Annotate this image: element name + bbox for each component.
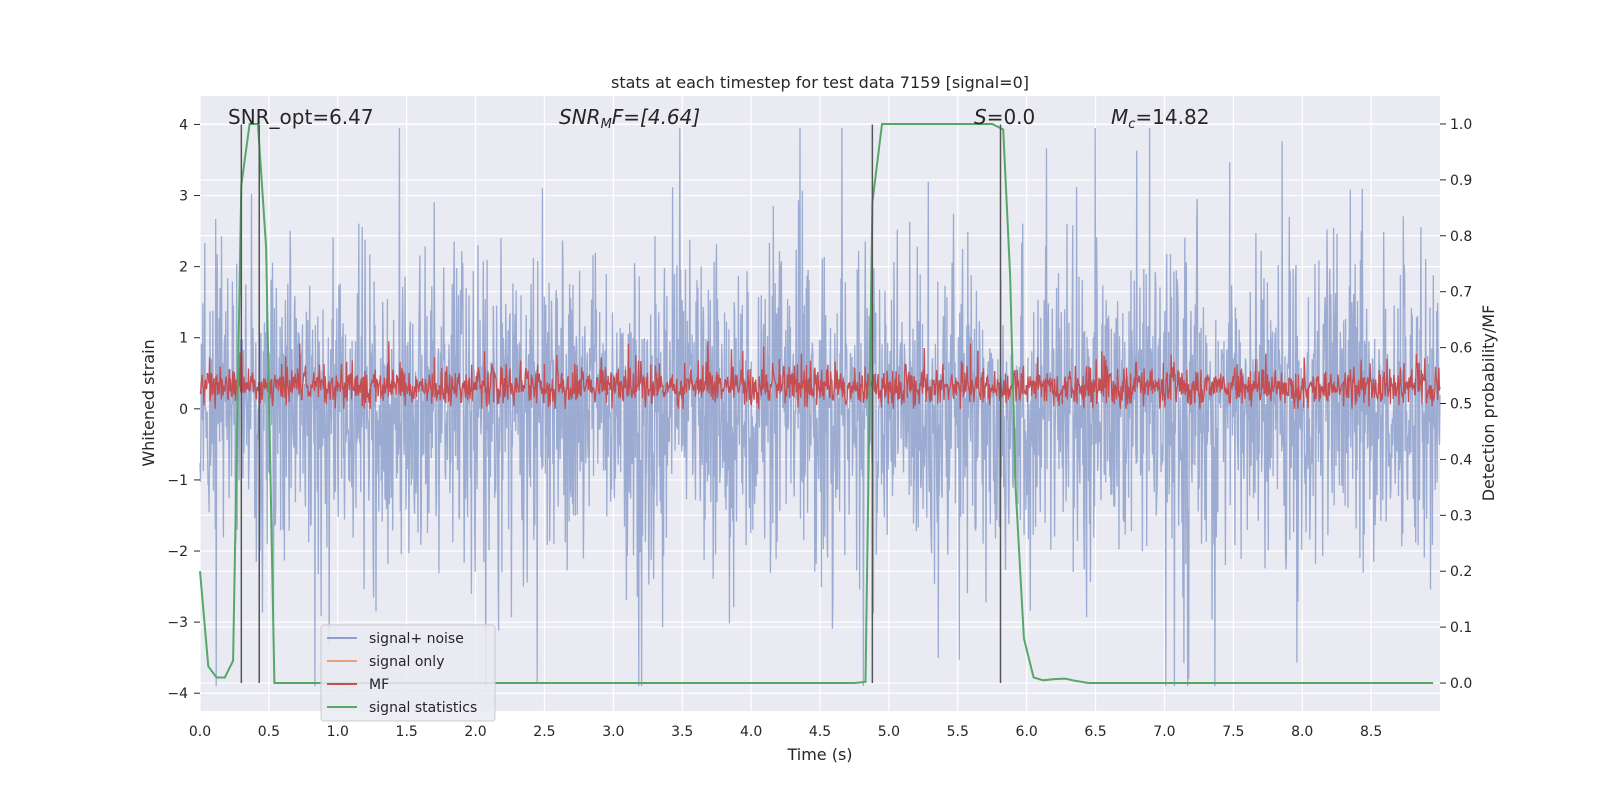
vertical-markers: [240, 124, 1002, 684]
annotation-snr-opt: SNR_opt=6.47: [228, 105, 374, 129]
x-tick-label: 2.5: [533, 724, 555, 740]
annotation-mc: Mc=14.82: [1111, 105, 1209, 132]
annotation-snr-mf-base: SNR: [559, 105, 601, 129]
x-tick-label: 7.5: [1222, 724, 1244, 740]
y-right-tick-label: 0.1: [1450, 620, 1472, 636]
legend: signal+ noise signal only MF signal stat…: [320, 624, 496, 722]
series-layer: [199, 123, 1441, 687]
x-tick-label: 5.0: [878, 724, 900, 740]
x-tick-label: 5.5: [947, 724, 969, 740]
series-mf-line: [199, 341, 1441, 409]
x-tick-label: 4.0: [740, 724, 762, 740]
annotation-mc-sub: c: [1128, 117, 1135, 132]
y-left-tick-label: −1: [167, 473, 188, 489]
y-left-tick-label: −3: [167, 615, 188, 631]
annotation-snr-mf: SNRMF=[4.64]: [559, 105, 700, 132]
x-tick-label: 8.0: [1291, 724, 1313, 740]
y-axis-label-right: Detection probability/MF: [1479, 305, 1498, 502]
y-axis-label-left: Whitened strain: [139, 339, 158, 466]
y-right-tick-label: 0.7: [1450, 285, 1472, 301]
x-tick-label: 2.0: [464, 724, 486, 740]
y-right-tick-label: 0.6: [1450, 341, 1472, 357]
annotation-mc-rest: =14.82: [1135, 105, 1209, 129]
x-tick-label: 1.5: [396, 724, 418, 740]
legend-box: [320, 624, 496, 722]
chart-title: stats at each timestep for test data 715…: [611, 73, 1029, 92]
y-left-tick-label: 1: [179, 331, 188, 347]
y-right-tick-label: 0.8: [1450, 229, 1472, 245]
x-tick-label: 8.5: [1360, 724, 1382, 740]
tick-labels: 0.0 0.5 1.0 1.5 2.0 2.5 3.0 3.5 4.0 4.5 5.0 5.5 6.0 6…: [167, 117, 1472, 740]
annotation-mc-main: M: [1111, 105, 1128, 129]
y-left-tick-label: 0: [179, 402, 188, 418]
annotation-snr-mf-rest: F=[4.64]: [612, 105, 700, 129]
y-right-tick-label: 0.5: [1450, 397, 1472, 413]
x-tick-label: 0.5: [258, 724, 280, 740]
y-right-tick-label: 0.2: [1450, 564, 1472, 580]
x-tick-label: 6.5: [1084, 724, 1106, 740]
legend-label-signal-statistics: signal statistics: [369, 700, 477, 716]
annotation-snr-mf-sub: M: [601, 117, 612, 132]
x-tick-label: 3.0: [602, 724, 624, 740]
y-right-tick-label: 0.4: [1450, 452, 1472, 468]
series-signal-statistics-line: [199, 123, 1434, 684]
x-tick-label: 1.0: [327, 724, 349, 740]
x-tick-label: 7.0: [1153, 724, 1175, 740]
x-tick-label: 6.0: [1016, 724, 1038, 740]
y-right-tick-label: 0.9: [1450, 173, 1472, 189]
legend-label-signal-noise: signal+ noise: [369, 631, 464, 647]
legend-label-mf: MF: [369, 677, 389, 693]
y-right-tick-label: 0.3: [1450, 508, 1472, 524]
annotation-s-main: S: [974, 105, 987, 129]
y-left-tick-label: 4: [179, 117, 188, 133]
x-tick-label: 4.5: [809, 724, 831, 740]
annotation-s-rest: =0.0: [987, 105, 1036, 129]
legend-label-signal-only: signal only: [369, 654, 444, 670]
y-left-tick-label: 2: [179, 260, 188, 276]
y-left-tick-label: 3: [179, 189, 188, 205]
x-tick-label: 3.5: [671, 724, 693, 740]
annotation-s: S=0.0: [974, 105, 1035, 129]
y-left-tick-label: −4: [167, 686, 188, 702]
y-right-tick-label: 1.0: [1450, 117, 1472, 133]
y-left-tick-label: −2: [167, 544, 188, 560]
x-tick-label: 0.0: [189, 724, 211, 740]
y-right-tick-label: 0.0: [1450, 676, 1472, 692]
x-axis-label: Time (s): [786, 745, 852, 764]
